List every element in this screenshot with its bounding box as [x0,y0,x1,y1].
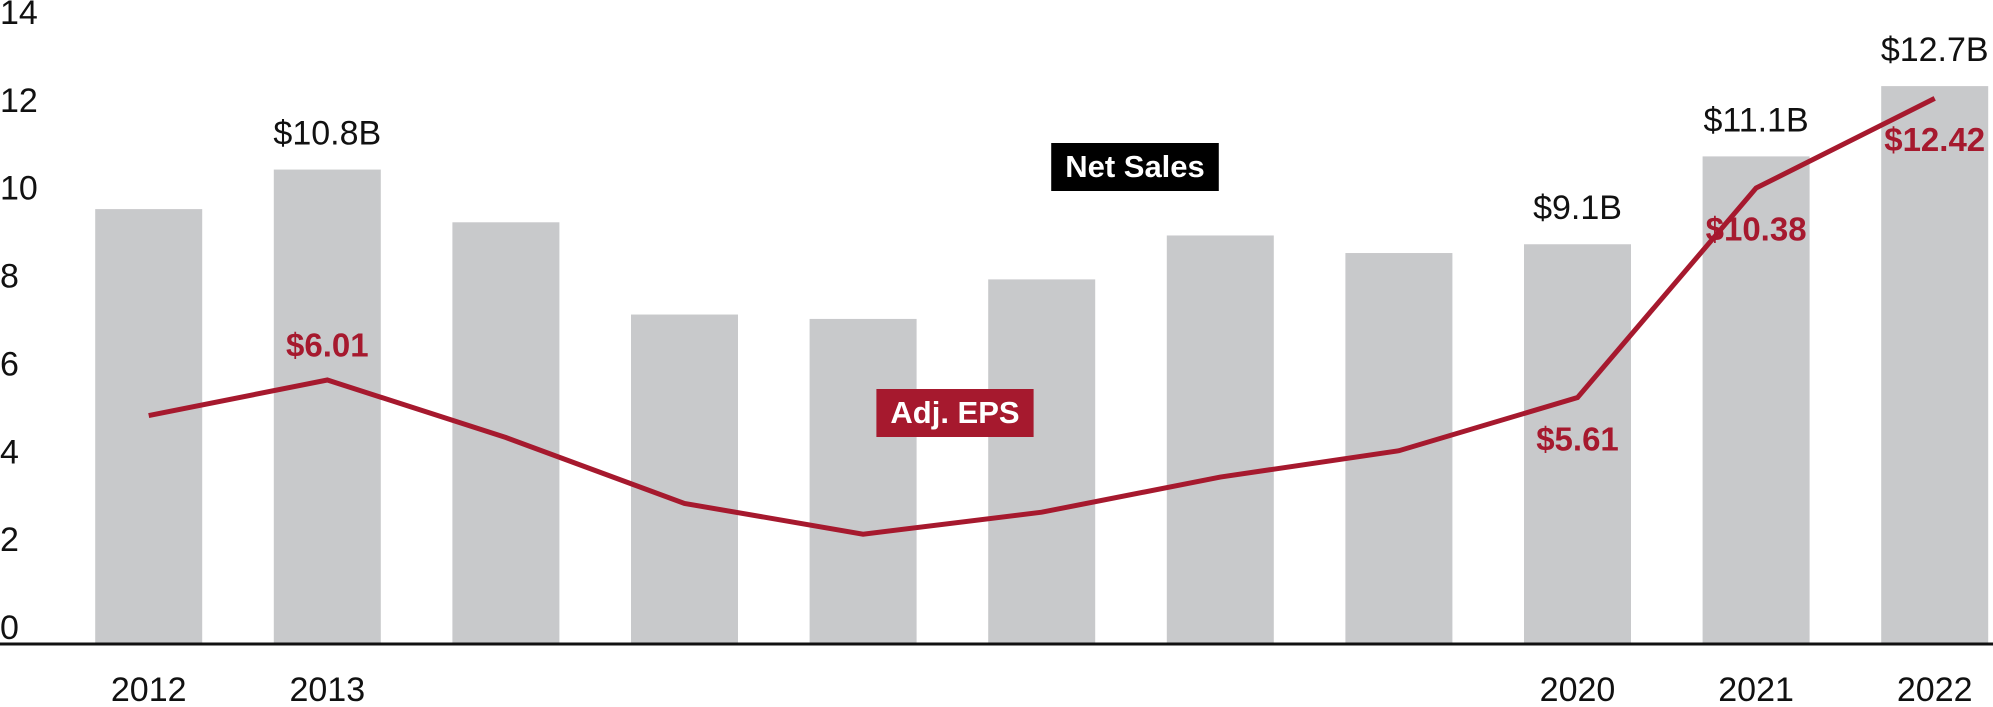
bar-value-label: $12.7B [1881,31,1989,69]
y-tick-label: 14 [0,0,38,32]
x-tick-label: 2021 [1718,671,1794,707]
eps-line [148,96,1936,537]
bar [809,318,917,644]
x-tick-label: 2022 [1897,671,1973,707]
x-tick-label: 2012 [111,671,187,707]
bar [1702,156,1810,644]
bar [95,209,203,644]
y-tick-label: 10 [0,170,38,208]
series-label-text: Adj. EPS [890,395,1019,430]
bar-value-label: $11.1B [1703,101,1808,139]
bar [1524,244,1631,644]
series-label-box [1051,143,1219,191]
y-tick-label: 0 [0,609,19,647]
eps-value-label: $5.61 [1536,420,1619,457]
bar-value-label: $9.1B [1533,189,1622,227]
bar [1166,235,1274,644]
x-tick-label: 2013 [289,671,365,707]
y-tick-label: 2 [0,521,19,559]
x-tick-label: 2020 [1540,671,1616,707]
y-tick-label: 8 [0,258,19,296]
bar [988,279,1096,644]
series-label: Adj. EPS [876,389,1034,437]
series-label-box [876,389,1034,437]
series-label: Net Sales [1051,143,1219,191]
y-tick-label: 12 [0,82,38,120]
bar [1881,86,1989,645]
eps-value-label: $6.01 [286,327,369,364]
bar [631,314,738,644]
eps-value-label: $12.42 [1884,121,1985,158]
y-tick-label: 6 [0,345,19,383]
eps-value-label: $10.38 [1706,211,1807,248]
bar [273,169,381,645]
bar-value-label: $10.8B [273,115,381,153]
series-label-text: Net Sales [1065,149,1205,184]
y-tick-label: 4 [0,433,19,471]
bar [452,222,560,645]
